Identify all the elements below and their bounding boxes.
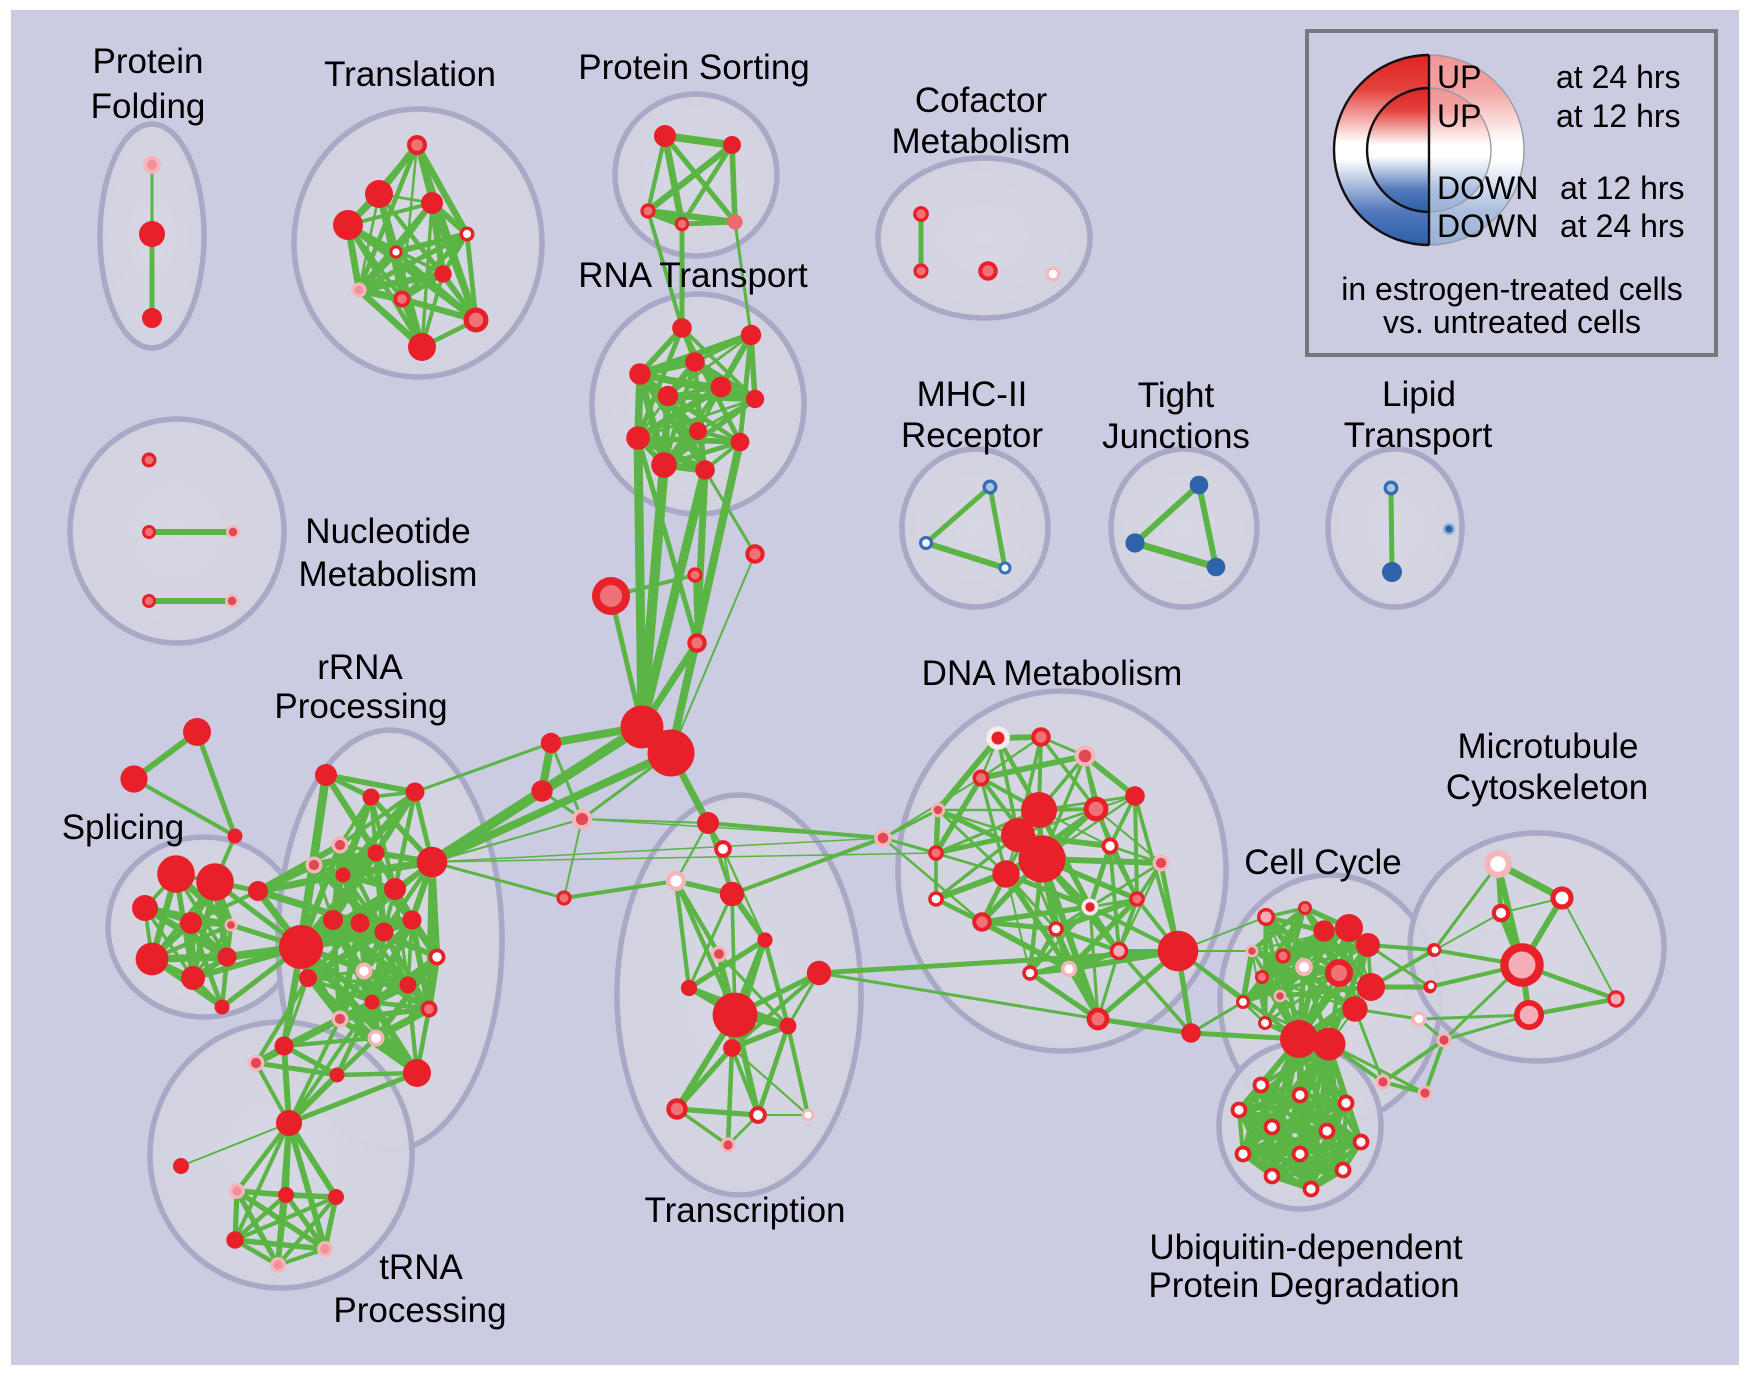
svg-text:Cofactor: Cofactor: [915, 81, 1048, 120]
svg-text:UP: UP: [1437, 59, 1481, 95]
svg-text:DOWN: DOWN: [1437, 208, 1538, 244]
svg-text:Splicing: Splicing: [62, 808, 185, 847]
svg-text:Cytoskeleton: Cytoskeleton: [1446, 768, 1648, 807]
svg-text:Nucleotide: Nucleotide: [305, 512, 470, 551]
svg-text:rRNA: rRNA: [317, 648, 403, 687]
svg-text:Folding: Folding: [91, 87, 206, 126]
svg-text:Lipid: Lipid: [1382, 375, 1456, 414]
svg-text:Transport: Transport: [1344, 416, 1493, 455]
svg-text:DNA Metabolism: DNA Metabolism: [922, 654, 1183, 693]
svg-text:at 24 hrs: at 24 hrs: [1556, 59, 1681, 95]
svg-text:Junctions: Junctions: [1102, 417, 1250, 456]
svg-text:Metabolism: Metabolism: [299, 555, 478, 594]
svg-text:RNA Transport: RNA Transport: [578, 256, 808, 295]
svg-text:in estrogen-treated cells: in estrogen-treated cells: [1341, 271, 1683, 307]
svg-text:MHC-II: MHC-II: [917, 375, 1028, 414]
svg-text:DOWN: DOWN: [1437, 170, 1538, 206]
svg-text:Receptor: Receptor: [901, 416, 1043, 455]
svg-text:at 12 hrs: at 12 hrs: [1560, 170, 1685, 206]
svg-text:Metabolism: Metabolism: [892, 122, 1071, 161]
svg-text:vs. untreated cells: vs. untreated cells: [1383, 304, 1641, 340]
svg-text:Processing: Processing: [274, 687, 447, 726]
svg-text:Protein Degradation: Protein Degradation: [1148, 1266, 1459, 1305]
svg-text:at 24 hrs: at 24 hrs: [1560, 208, 1685, 244]
svg-text:Ubiquitin-dependent: Ubiquitin-dependent: [1149, 1228, 1463, 1267]
svg-text:Processing: Processing: [333, 1291, 506, 1330]
svg-text:Cell Cycle: Cell Cycle: [1244, 843, 1402, 882]
svg-text:Tight: Tight: [1138, 376, 1215, 415]
svg-text:UP: UP: [1437, 98, 1481, 134]
svg-text:Protein: Protein: [93, 42, 204, 81]
svg-text:at 12 hrs: at 12 hrs: [1556, 98, 1681, 134]
svg-text:Microtubule: Microtubule: [1458, 727, 1639, 766]
svg-text:Protein Sorting: Protein Sorting: [578, 48, 810, 87]
svg-text:Transcription: Transcription: [645, 1191, 846, 1230]
svg-text:Translation: Translation: [324, 55, 496, 94]
svg-text:tRNA: tRNA: [379, 1248, 463, 1287]
